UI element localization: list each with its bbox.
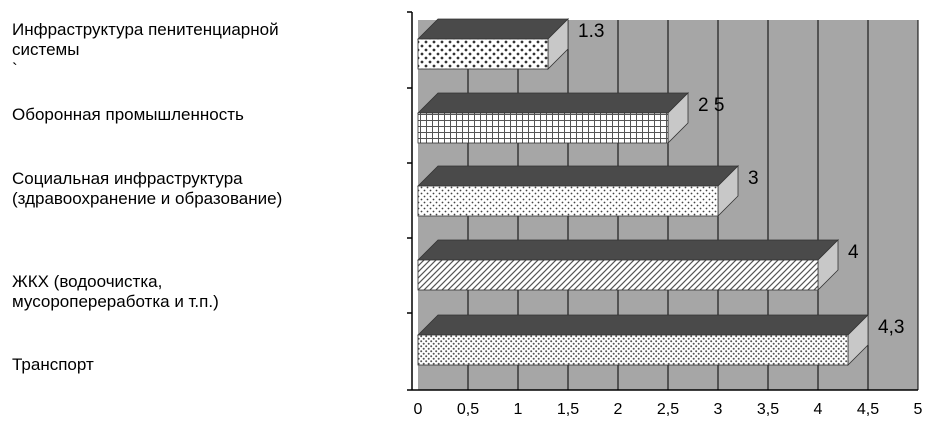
x-tick-label: 1 [514, 401, 523, 418]
category-label: Инфраструктура пенитенциарной системы ` [12, 20, 279, 79]
bar [417, 259, 819, 291]
category-label: Оборонная промышленность [12, 105, 244, 124]
bar [417, 185, 719, 217]
x-tick-label: 2,5 [657, 401, 679, 418]
category-label: Социальная инфраструктура (здравоохранен… [12, 169, 283, 208]
category-label: ЖКХ (водоочистка, мусоропереработка и т.… [12, 272, 219, 311]
x-tick-label: 0,5 [457, 401, 479, 418]
data-label: 1.3 [578, 21, 604, 42]
bar-top-face [417, 314, 869, 336]
bar-top-face [417, 18, 569, 40]
x-tick-label: 5 [914, 401, 923, 418]
bar [417, 112, 669, 144]
x-tick-label: 3,5 [757, 401, 779, 418]
data-label: 4 [848, 242, 859, 263]
category-label: Транспорт [12, 355, 94, 374]
bar-top-face [417, 165, 739, 187]
x-tick-label: 3 [714, 401, 723, 418]
x-tick-label: 4 [814, 401, 823, 418]
bar-top-face [417, 239, 839, 261]
x-tick-label: 4,5 [857, 401, 879, 418]
data-label: 3 [748, 168, 759, 189]
x-tick-label: 1,5 [557, 401, 579, 418]
bar-top-face [417, 92, 689, 114]
x-tick-label: 0 [414, 401, 423, 418]
data-label: 2 5 [698, 95, 724, 116]
data-label: 4,3 [878, 317, 904, 338]
x-tick-label: 2 [614, 401, 623, 418]
bar [417, 334, 849, 366]
bar [417, 38, 549, 70]
